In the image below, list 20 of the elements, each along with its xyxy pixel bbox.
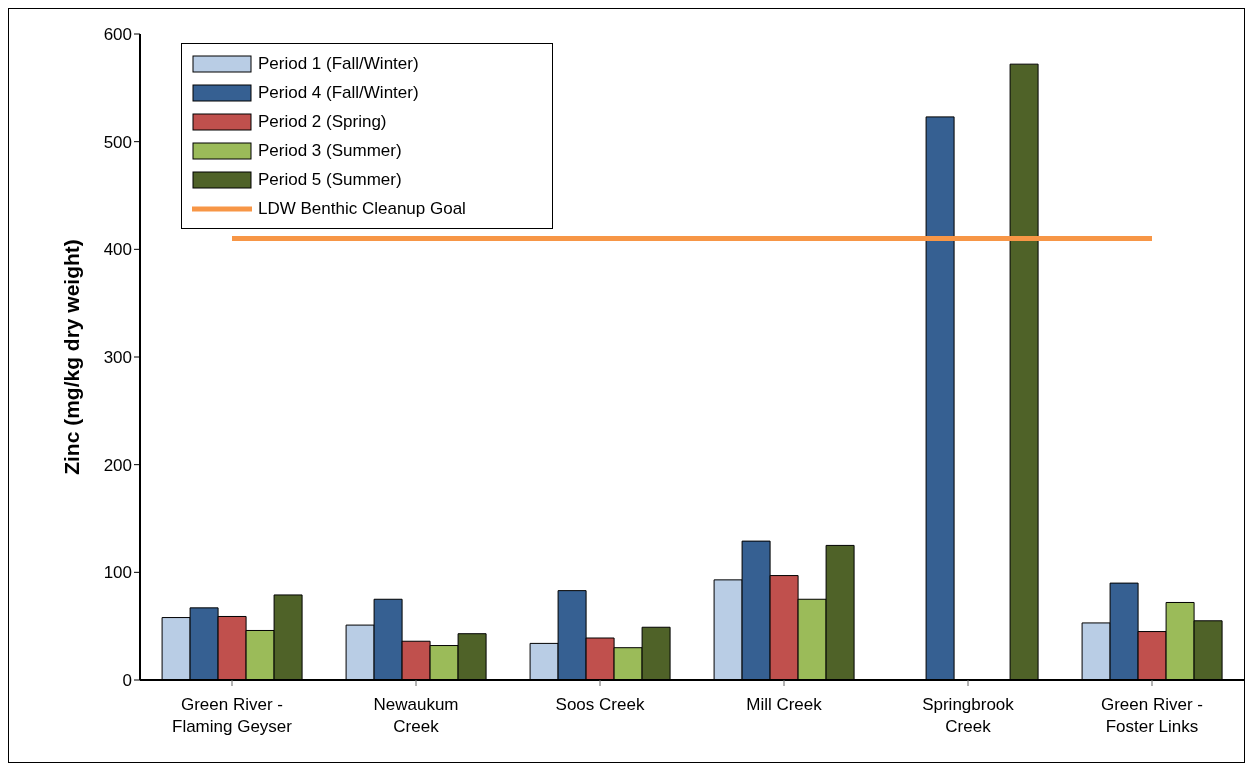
x-tick-label: Newaukum Creek: [373, 695, 459, 736]
x-tick-label: Soos Creek: [555, 695, 645, 714]
y-tick-label: 500: [103, 132, 132, 152]
x-tick-label: Green River - Flaming Geyser: [172, 695, 293, 736]
legend-label: Period 2 (Spring): [258, 111, 387, 132]
y-tick-label: 200: [103, 455, 132, 475]
legend-label: LDW Benthic Cleanup Goal: [258, 198, 466, 219]
legend-label: Period 1 (Fall/Winter): [258, 53, 419, 74]
legend-label: Period 3 (Summer): [258, 140, 402, 161]
y-tick-label: 0: [122, 671, 132, 691]
x-tick-label: Green River - Foster Links: [1100, 695, 1204, 736]
y-tick-label: 400: [103, 240, 132, 260]
y-tick-label: 100: [103, 563, 132, 583]
x-tick-label: Springbrook Creek: [922, 695, 1015, 736]
legend-label: Period 5 (Summer): [258, 169, 402, 190]
y-tick-label: 300: [103, 348, 132, 368]
y-tick-label: 600: [103, 25, 132, 45]
y-axis-title: Zinc (mg/kg dry weight): [60, 239, 84, 475]
x-tick-label: Mill Creek: [746, 695, 823, 714]
legend-label: Period 4 (Fall/Winter): [258, 82, 419, 103]
